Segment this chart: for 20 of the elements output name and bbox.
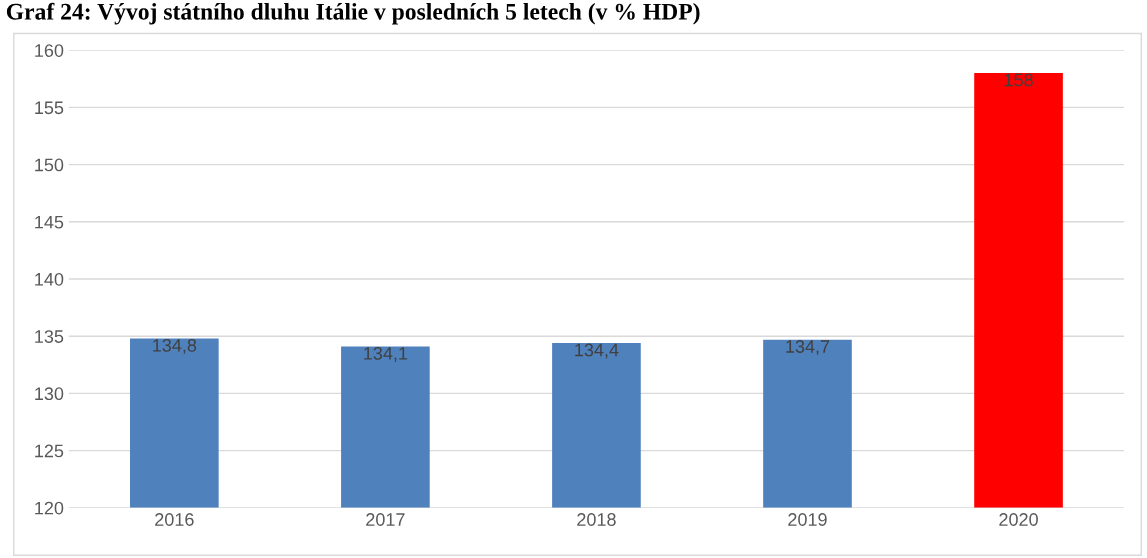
y-tick-label: 140: [35, 272, 64, 286]
y-tick-label: 145: [35, 215, 64, 229]
data-label: 158: [1004, 73, 1033, 87]
data-label: 134,8: [153, 338, 197, 354]
y-tick-label: 150: [35, 158, 64, 172]
x-tick-label: 2017: [366, 513, 405, 526]
data-label: 134,7: [786, 340, 830, 356]
x-tick-label: 2018: [577, 513, 616, 526]
y-tick-label: 130: [35, 387, 64, 401]
y-tick-label: 135: [35, 330, 64, 343]
y-tick-label: 125: [35, 444, 64, 458]
y-tick-label: 120: [35, 501, 64, 515]
x-tick-label: 2019: [788, 513, 827, 526]
x-tick-label: 2016: [155, 513, 194, 526]
data-label: 134,1: [364, 346, 408, 362]
y-tick-label: 160: [35, 44, 64, 57]
chart-title: Graf 24: Vývoj státního dluhu Itálie v posledních 5 letech (v % HDP): [6, 2, 700, 25]
data-label: 134,4: [575, 343, 619, 359]
y-tick-label: 155: [35, 101, 64, 115]
x-tick-label: 2020: [999, 513, 1038, 526]
